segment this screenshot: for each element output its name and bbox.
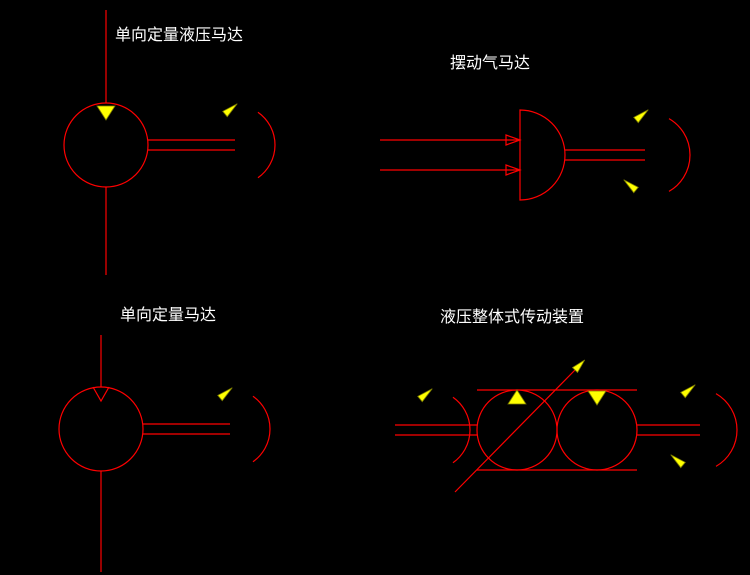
swing-air-motor-symbol <box>380 110 690 200</box>
hydraulic-transmission-symbol <box>395 360 737 492</box>
hydraulic-motor-fixed-label: 单向定量液压马达 <box>115 26 243 44</box>
swing-air-motor-label: 摆动气马达 <box>450 54 530 72</box>
motor-fixed-symbol <box>59 335 270 572</box>
motor-fixed-label: 单向定量马达 <box>120 306 216 324</box>
diagram-canvas: 单向定量液压马达摆动气马达单向定量马达 液压整体式传动装置 <box>0 0 750 575</box>
hydraulic-transmission-label: 液压整体式传动装置 <box>440 308 584 326</box>
hydraulic-motor-fixed-symbol <box>64 10 275 275</box>
